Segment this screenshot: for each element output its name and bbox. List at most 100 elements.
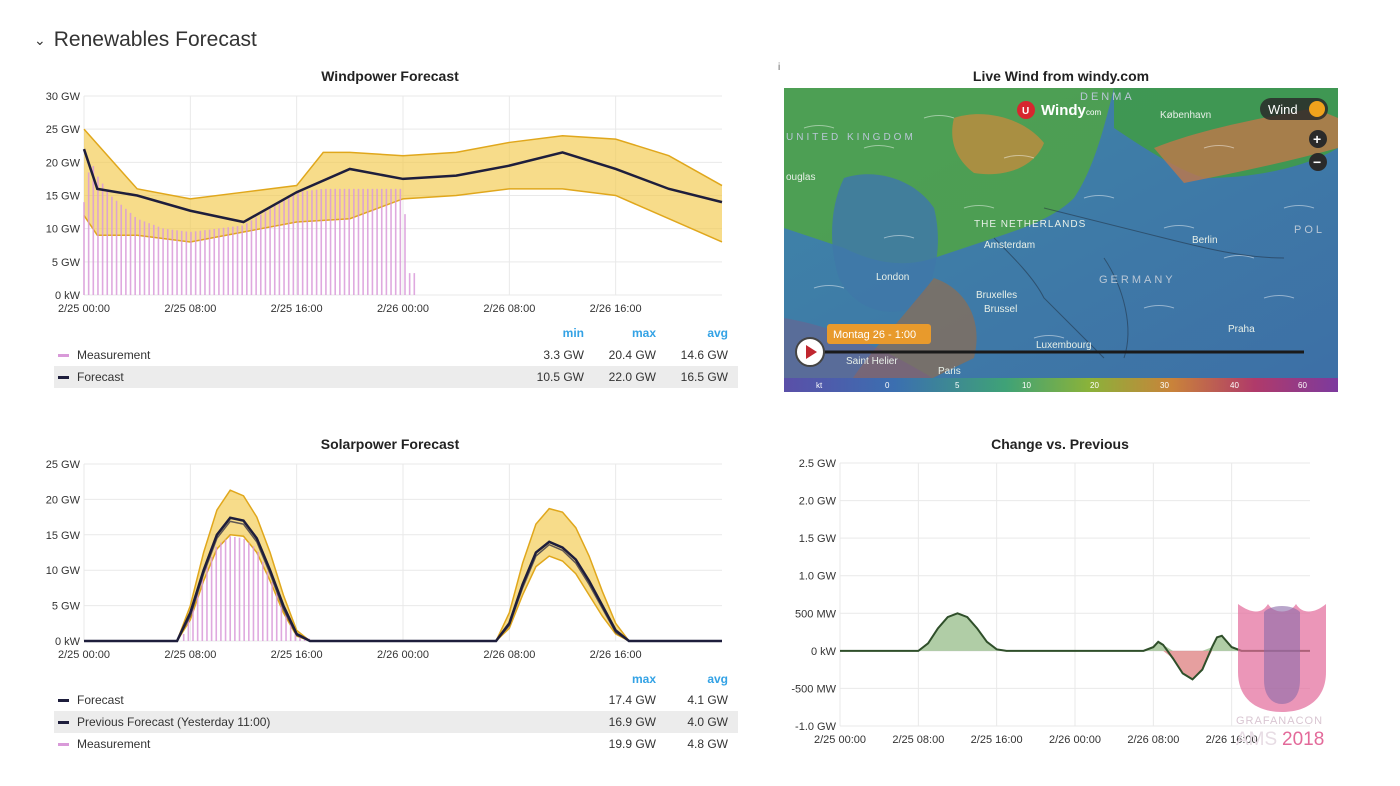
- change-area-positive: [840, 613, 1310, 651]
- legend-header-avg[interactable]: avg: [707, 326, 728, 340]
- legend-max: 20.4 GW: [608, 348, 656, 362]
- grafanacon-watermark: GRAFANACON AMS 2018: [1232, 600, 1332, 750]
- watermark-line1: GRAFANACON: [1236, 715, 1323, 727]
- x-tick-label: 2/25 08:00: [164, 303, 216, 315]
- x-tick-label: 2/26 08:00: [483, 649, 535, 661]
- panel-title[interactable]: Solarpower Forecast: [320, 436, 460, 452]
- legend-header-avg[interactable]: avg: [707, 672, 728, 686]
- y-tick-label: 0 kW: [811, 646, 837, 658]
- panel-title[interactable]: Windpower Forecast: [321, 68, 459, 84]
- map-place: London: [876, 272, 909, 283]
- measurement-swatch: [58, 742, 69, 746]
- timeline[interactable]: Montag 26 - 1:00: [795, 324, 1304, 367]
- row-header[interactable]: ⌄ Renewables Forecast: [34, 28, 257, 52]
- x-tick-label: 2/26 16:00: [590, 303, 642, 315]
- panel-title[interactable]: Live Wind from windy.com: [972, 68, 1150, 84]
- zoom-in-icon[interactable]: +: [1313, 131, 1321, 147]
- scale-label: 20: [1090, 381, 1099, 390]
- layer-selector-bg[interactable]: [1260, 98, 1328, 120]
- legend-header-min[interactable]: min: [562, 326, 584, 340]
- change-panel: Change vs. Previous 2.5 GW 2.0 GW 1.5 GW 1.…: [780, 434, 1340, 764]
- layer-icon[interactable]: [1309, 101, 1325, 117]
- legend-series-name[interactable]: Forecast: [77, 693, 124, 707]
- legend-row-measurement[interactable]: Measurement 3.3 GW 20.4 GW 14.6 GW: [54, 344, 738, 366]
- legend-series-name[interactable]: Measurement: [77, 348, 151, 362]
- x-tick-label: 2/25 00:00: [58, 303, 110, 315]
- series-line: [84, 520, 722, 642]
- y-tick-label: 0 kW: [55, 636, 81, 648]
- y-tick-label: 500 MW: [795, 608, 837, 620]
- map-place: Paris: [938, 366, 961, 377]
- legend-max: 22.0 GW: [608, 370, 656, 384]
- windy-logo[interactable]: U Windy com: [1017, 101, 1101, 119]
- legend-series-name[interactable]: Forecast: [77, 370, 124, 384]
- row-title[interactable]: Renewables Forecast: [53, 28, 257, 51]
- map-place: Praha: [1228, 324, 1255, 335]
- y-tick-label: 15 GW: [46, 191, 81, 203]
- solarpower-legend: max avg Forecast 17.4 GW 4.1 GW Previous…: [54, 670, 738, 760]
- map-place: Amsterdam: [984, 240, 1035, 251]
- zoom-in-button[interactable]: [1309, 130, 1327, 148]
- map-place: København: [1160, 110, 1211, 121]
- windy-map[interactable]: London Amsterdam THE NETHERLANDS Bruxell…: [784, 88, 1338, 392]
- legend-min: 10.5 GW: [536, 370, 584, 384]
- legend-avg: 4.0 GW: [687, 715, 728, 729]
- map-canvas[interactable]: London Amsterdam THE NETHERLANDS Bruxell…: [784, 88, 1338, 392]
- legend-header-max[interactable]: max: [631, 326, 656, 340]
- legend-avg: 4.1 GW: [687, 693, 728, 707]
- windy-logo-icon: [1017, 101, 1035, 119]
- change-chart[interactable]: 2.5 GW 2.0 GW 1.5 GW 1.0 GW 500 MW 0 kW -500 M…: [780, 454, 1340, 754]
- scale-label: 30: [1160, 381, 1169, 390]
- legend-series-name[interactable]: Measurement: [77, 737, 151, 751]
- x-tick-label: 2/26 00:00: [377, 649, 429, 661]
- layer-label[interactable]: Wind: [1268, 102, 1298, 117]
- y-tick-label: 1.5 GW: [799, 533, 837, 545]
- legend-row-forecast[interactable]: Forecast 10.5 GW 22.0 GW 16.5 GW: [54, 366, 738, 388]
- zoom-controls[interactable]: + −: [1309, 130, 1327, 171]
- map-place: ouglas: [786, 172, 815, 183]
- legend-avg: 14.6 GW: [680, 348, 728, 362]
- legend-row-forecast[interactable]: Forecast 17.4 GW 4.1 GW: [54, 689, 738, 711]
- map-south-west: [784, 318, 954, 392]
- windpower-panel: Windpower Forecast 30 GW 25 GW 20 GW 15 GW 1…: [40, 66, 740, 396]
- map-place: Brussel: [984, 304, 1017, 315]
- forecast-swatch: [58, 698, 69, 702]
- y-tick-label: -1.0 GW: [795, 721, 837, 733]
- legend-header-max[interactable]: max: [631, 672, 656, 686]
- scale-label: 5: [955, 381, 960, 390]
- play-icon[interactable]: [806, 345, 817, 359]
- legend-row-previous-forecast[interactable]: Previous Forecast (Yesterday 11:00) 16.9…: [54, 711, 738, 733]
- x-tick-label: 2/26 00:00: [377, 303, 429, 315]
- legend-row-measurement[interactable]: Measurement 19.9 GW 4.8 GW: [54, 733, 738, 755]
- scale-label: kt: [816, 381, 823, 390]
- x-tick-label: 2/26 08:00: [483, 303, 535, 315]
- layer-selector[interactable]: Wind: [1260, 98, 1328, 120]
- map-country: POL: [1294, 224, 1325, 236]
- legend-max: 19.9 GW: [608, 737, 656, 751]
- legend-series-name[interactable]: Previous Forecast (Yesterday 11:00): [77, 715, 271, 729]
- change-area-negative: [840, 650, 1310, 680]
- map-borders: [993, 207, 1285, 359]
- windpower-chart[interactable]: 30 GW 25 GW 20 GW 15 GW 10 GW 5 GW 0 kW2/25 00…: [40, 86, 740, 346]
- windpower-legend: min max avg Measurement 3.3 GW 20.4 GW 1…: [54, 324, 738, 394]
- solarpower-chart[interactable]: 25 GW 20 GW 15 GW 10 GW 5 GW 0 kW2/25 00:00 2/…: [40, 454, 740, 679]
- forecast-swatch: [58, 375, 69, 379]
- zoom-out-icon[interactable]: −: [1313, 154, 1321, 170]
- x-tick-label: 2/26 00:00: [1049, 734, 1101, 746]
- zoom-out-button[interactable]: [1309, 153, 1327, 171]
- x-tick-label: 2/26 16:00: [1206, 734, 1258, 746]
- panel-title[interactable]: Change vs. Previous: [991, 436, 1129, 452]
- map-place: Berlin: [1192, 235, 1218, 246]
- chevron-down-icon[interactable]: ⌄: [34, 31, 46, 48]
- windy-logo-glyph: U: [1022, 106, 1029, 117]
- x-tick-label: 2/25 08:00: [892, 734, 944, 746]
- measurement-swatch: [58, 353, 69, 357]
- y-tick-label: 0 kW: [55, 290, 81, 302]
- info-icon[interactable]: i: [778, 62, 781, 73]
- forecast-band: [84, 129, 722, 242]
- solarpower-panel: Solarpower Forecast 25 GW 20 GW 15 GW 10 GW…: [40, 434, 740, 764]
- forecast-band-upper: [83, 128, 723, 200]
- scale-labels: kt 0 5 10 20 30 40 60: [816, 381, 1307, 390]
- map-place: Saint Helier: [846, 356, 898, 367]
- series-line: [82, 148, 723, 224]
